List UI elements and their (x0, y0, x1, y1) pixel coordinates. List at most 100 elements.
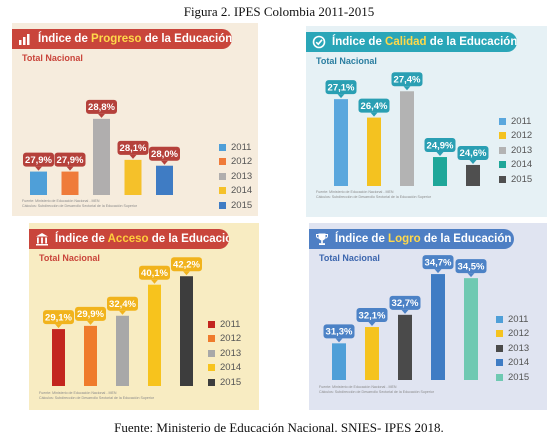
title-post: de la Educación Superior (151, 233, 229, 245)
legend-label: 2012 (511, 130, 533, 142)
legend-swatch (208, 364, 215, 372)
legend-item-2015: 2015 (499, 172, 532, 187)
footnote: Fuente: Ministerio de Educación Nacional… (22, 199, 138, 208)
value-label-2015: 24,6% (460, 148, 487, 159)
legend-label: 2014 (231, 185, 253, 197)
title-post: de la Educación Superior (429, 36, 517, 48)
value-bubble-pointer (35, 166, 42, 171)
legend-item-2014: 2014 (208, 361, 241, 376)
title-pre: Índice de (55, 233, 108, 245)
value-bubble-pointer (368, 322, 376, 327)
value-bubble-pointer (434, 269, 442, 274)
progress-icon (19, 34, 30, 45)
legend-label: 2014 (220, 362, 242, 374)
value-label-2012: 27,9% (57, 155, 84, 166)
legend-item-2012: 2012 (496, 327, 529, 342)
value-bubble (457, 145, 489, 160)
legend-swatch (219, 187, 226, 195)
legend-item-2013: 2013 (219, 169, 252, 184)
value-bubble-pointer (161, 160, 168, 165)
footnote: Fuente: Ministerio de Educación Nacional… (316, 190, 432, 199)
legend-item-2011: 2011 (219, 140, 252, 155)
legend-label: 2011 (220, 318, 241, 330)
value-label-2012: 26,4% (361, 101, 388, 112)
access-index-panel: Índice de Acceso de la Educación Superio… (29, 223, 259, 410)
legend-label: 2014 (508, 357, 530, 369)
bar-2015 (180, 276, 193, 386)
bar-2011 (332, 343, 346, 380)
legend-swatch (496, 330, 503, 338)
bar-2012 (84, 325, 97, 386)
legend: 2011 2012 2013 2014 2015 (499, 114, 532, 187)
value-label-2015: 42,2% (173, 260, 200, 271)
title-post: de la Educación Superior (423, 233, 514, 245)
bar-2014 (148, 284, 161, 386)
bar-2015 (464, 278, 478, 380)
bar-plot: 27,1% 26,4% 27,4% 24,9% 24,6% (325, 72, 489, 186)
value-label-2013: 28,8% (88, 102, 115, 113)
value-bubble-pointer (401, 309, 409, 314)
value-bubble-pointer (55, 324, 62, 329)
panel-header: Índice de Progreso de la Educación Super… (12, 29, 232, 49)
value-label-2013: 32,7% (392, 298, 419, 309)
value-label-2015: 34,5% (458, 261, 485, 272)
legend-swatch (496, 359, 503, 367)
legend: 2011 2012 2013 2014 2015 (208, 317, 241, 390)
legend-label: 2015 (508, 371, 530, 383)
title-pre: Índice de (38, 33, 92, 45)
value-bubble (422, 255, 454, 270)
value-label-2012: 29,9% (77, 309, 104, 320)
legend-label: 2011 (511, 115, 532, 127)
legend-label: 2013 (511, 144, 533, 156)
legend-item-2013: 2013 (499, 143, 532, 158)
legend-label: 2015 (511, 173, 533, 185)
value-bubble (323, 324, 355, 339)
title-pre: Índice de (332, 36, 386, 48)
legend-label: 2015 (220, 376, 242, 388)
value-bubble (43, 310, 74, 325)
legend-item-2012: 2012 (219, 155, 252, 170)
value-bubble-pointer (66, 166, 74, 171)
legend-swatch (499, 117, 506, 125)
bar-2015 (156, 165, 173, 195)
bar-2012 (367, 117, 381, 186)
value-bubble (391, 72, 423, 87)
legend-label: 2013 (508, 342, 530, 354)
value-label-2011: 29,1% (45, 312, 72, 323)
value-bubble (75, 306, 106, 321)
value-label-2011: 27,1% (328, 82, 355, 93)
title-highlight: Logro (388, 233, 421, 245)
value-bubble-pointer (183, 271, 190, 276)
title-highlight: Calidad (385, 36, 427, 48)
value-bubble (117, 140, 149, 155)
legend-label: 2014 (511, 159, 533, 171)
legend-swatch (499, 132, 506, 140)
legend-swatch (219, 143, 226, 151)
panel-subtitle: Total Nacional (319, 253, 380, 263)
legend-swatch (496, 344, 503, 352)
value-bubble-pointer (469, 159, 477, 164)
quality-check-icon (312, 35, 326, 49)
legend-label: 2011 (508, 313, 529, 325)
legend-item-2014: 2014 (499, 158, 532, 173)
value-label-2011: 27,9% (25, 155, 52, 166)
value-bubble-pointer (119, 310, 126, 315)
legend-swatch (208, 378, 215, 386)
panel-subtitle: Total Nacional (316, 56, 377, 66)
legend-item-2015: 2015 (219, 198, 252, 213)
quality-index-panel: Índice de Calidad de la Educación Superi… (306, 26, 547, 217)
legend-swatch (219, 172, 226, 180)
figure-source: Fuente: Ministerio de Educación Nacional… (114, 420, 444, 435)
value-bubble-pointer (467, 273, 475, 278)
legend-swatch (496, 373, 503, 381)
value-bubble (23, 152, 54, 167)
achievement-index-panel: Índice de Logro de la Educación Superior… (309, 223, 547, 410)
legend-item-2011: 2011 (496, 312, 529, 327)
footnote: Fuente: Ministerio de Educación Nacional… (319, 385, 435, 394)
value-bubble-pointer (129, 154, 137, 159)
title-highlight: Progreso (91, 33, 142, 45)
bar-2011 (30, 171, 47, 195)
progress-index-panel: Índice de Progreso de la Educación Super… (12, 23, 258, 216)
bar-2013 (400, 91, 414, 186)
bar-2014 (431, 274, 445, 380)
